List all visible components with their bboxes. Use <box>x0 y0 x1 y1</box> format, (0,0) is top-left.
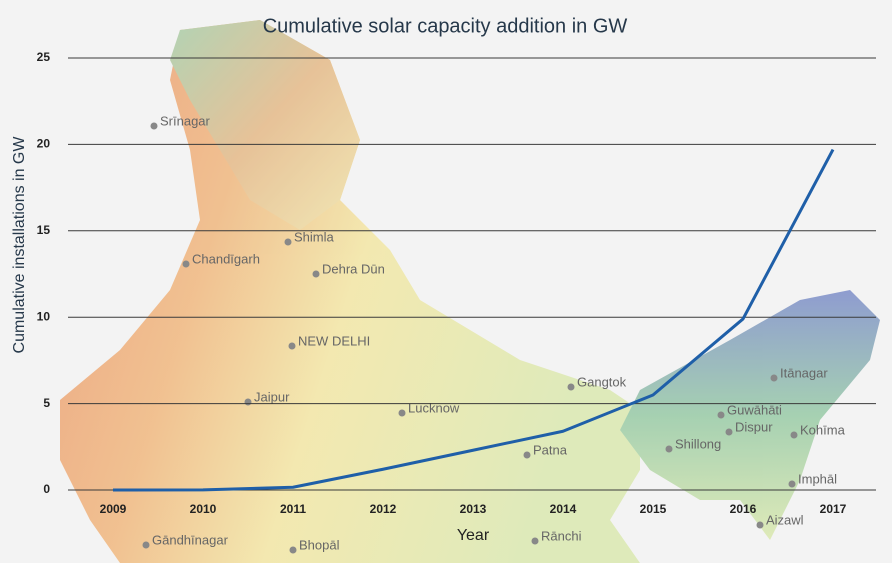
map-label: Guwāhāti <box>727 402 782 417</box>
map-north <box>170 20 360 230</box>
map-label: Rānchi <box>541 528 582 543</box>
map-dot <box>790 431 798 439</box>
x-tick-label: 2010 <box>190 502 217 516</box>
y-tick-label: 25 <box>37 50 51 64</box>
map-label: Kohīma <box>800 422 846 437</box>
map-label: Shillong <box>675 436 721 451</box>
map-label: Shimla <box>294 229 335 244</box>
map-dot <box>725 428 733 436</box>
map-label: Jaipur <box>254 389 290 404</box>
x-tick-label: 2012 <box>370 502 397 516</box>
map-dot <box>288 342 296 350</box>
x-tick-label: 2017 <box>820 502 847 516</box>
y-tick-label: 10 <box>37 309 51 323</box>
map-label: Lucknow <box>408 400 460 415</box>
map-label: Dehra Dūn <box>322 261 385 276</box>
x-tick-label: 2015 <box>640 502 667 516</box>
y-tick-label: 20 <box>37 137 51 151</box>
y-axis-label: Cumulative installations in GW <box>11 136 28 354</box>
map-dot <box>284 238 292 246</box>
map-label: Imphāl <box>798 471 837 486</box>
map-label: NEW DELHI <box>298 333 370 348</box>
map-dot <box>531 537 539 545</box>
map-dot <box>756 521 764 529</box>
chart-title: Cumulative solar capacity addition in GW <box>263 15 628 37</box>
x-axis-label: Year <box>457 527 490 544</box>
map-dot <box>398 409 406 417</box>
map-dot <box>717 411 725 419</box>
y-tick-label: 5 <box>43 396 50 410</box>
map-dot <box>182 260 190 268</box>
map-label: Patna <box>533 442 568 457</box>
map-label: Gangtok <box>577 374 627 389</box>
map-dot <box>770 374 778 382</box>
map-label: Aizawl <box>766 512 804 527</box>
y-tick-label: 0 <box>43 482 50 496</box>
x-tick-label: 2014 <box>550 502 577 516</box>
y-tick-label: 15 <box>37 223 51 237</box>
data-line <box>112 148 835 492</box>
x-tick-label: 2011 <box>280 502 306 516</box>
x-tick-label: 2016 <box>730 502 757 516</box>
map-dot <box>289 546 297 554</box>
map-mainland <box>60 20 640 563</box>
map-label: Itānagar <box>780 365 828 380</box>
map-label: Chandīgarh <box>192 251 260 266</box>
map-dot <box>312 270 320 278</box>
map-label: Srīnagar <box>160 113 211 128</box>
x-tick-label: 2013 <box>460 502 487 516</box>
map-northeast <box>620 290 880 540</box>
map-dot <box>142 541 150 549</box>
map-dot <box>788 480 796 488</box>
map-dot <box>150 122 158 130</box>
map-dot <box>523 451 531 459</box>
map-dot <box>567 383 575 391</box>
map-dot <box>665 445 673 453</box>
map-label: Gāndhīnagar <box>152 532 229 547</box>
map-label: Dispur <box>735 419 773 434</box>
map-dot <box>244 398 252 406</box>
x-tick-label: 2009 <box>100 502 127 516</box>
map-background <box>60 20 880 563</box>
map-label: Bhopāl <box>299 537 340 552</box>
